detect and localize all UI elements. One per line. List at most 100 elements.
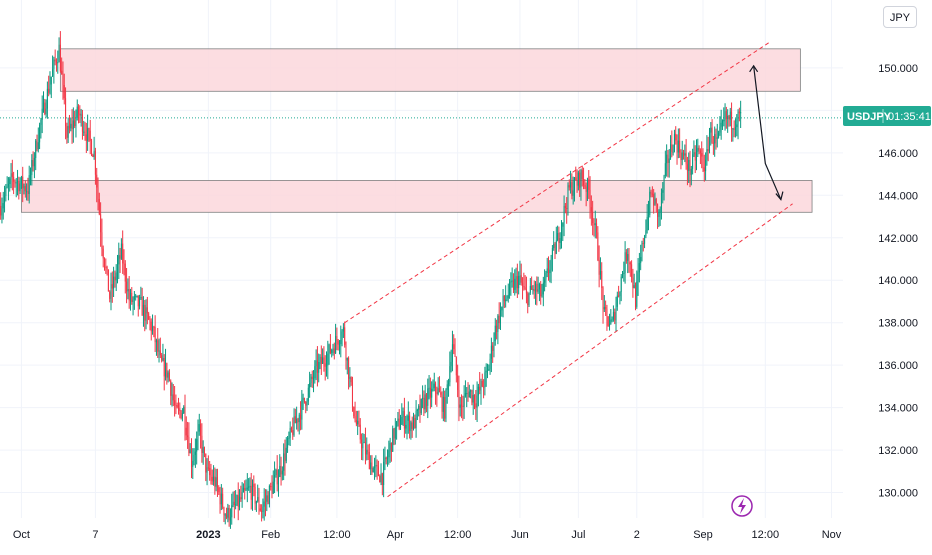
candle-body	[605, 307, 607, 309]
candle-body	[542, 282, 544, 295]
candle-body	[575, 177, 577, 181]
candle-body	[731, 111, 733, 129]
candle-body	[638, 263, 640, 273]
candle-body	[390, 442, 392, 452]
candle-body	[680, 152, 682, 160]
candle-body	[210, 475, 212, 477]
candle-body	[442, 396, 444, 412]
candle-body	[372, 467, 374, 473]
candle-body	[313, 378, 315, 380]
candle-body	[407, 415, 409, 421]
candle-body	[61, 70, 63, 75]
price-tag-bg	[843, 106, 931, 126]
candle-body	[511, 280, 513, 282]
candle-body	[484, 372, 486, 388]
candle-body	[177, 407, 180, 409]
candle-body	[693, 152, 695, 155]
candle-body	[332, 348, 334, 350]
time-axis[interactable]: Oct 7 2023 Feb 12:00 Apr 12:00 Jun Jul 2 Sep 12:00 N…	[13, 529, 842, 541]
candle-body	[457, 375, 459, 390]
candle-body	[106, 266, 108, 270]
candle-body	[71, 123, 73, 130]
candle-body	[279, 465, 281, 477]
candle-body	[381, 473, 383, 485]
y-tick-label: 132.000	[878, 445, 918, 457]
candle-body	[468, 391, 470, 398]
candle-body	[544, 279, 546, 283]
candle-body	[162, 357, 164, 361]
candle-body	[716, 137, 718, 139]
candle-body	[668, 158, 670, 163]
candle-body	[461, 404, 463, 406]
projection-arrow-head-start	[749, 64, 759, 73]
candle-body	[662, 190, 664, 193]
candle-body	[345, 344, 347, 361]
candle-body	[140, 297, 142, 299]
candle-body	[201, 435, 203, 453]
candle-body	[85, 134, 87, 141]
candle-body	[607, 316, 609, 326]
candle-body	[733, 128, 735, 130]
candle-body	[707, 149, 709, 152]
candle-body	[538, 284, 540, 290]
candle-body	[344, 327, 346, 345]
candle-body	[550, 259, 552, 270]
candle-body	[259, 508, 261, 511]
candle-body	[102, 248, 104, 259]
candle-body	[690, 168, 692, 175]
candle-body	[383, 461, 385, 485]
candle-body	[172, 394, 174, 401]
candle-body	[311, 376, 313, 380]
candle-body	[723, 120, 725, 122]
x-tick-label: 12:00	[752, 529, 780, 541]
candle-body	[280, 465, 282, 475]
candle-body	[499, 310, 501, 324]
candle-body	[588, 179, 590, 190]
price-axis[interactable]: 130.000 132.000 134.000 136.000 138.000 140.0…	[878, 63, 918, 500]
x-tick-label: 12:00	[323, 529, 351, 541]
candle-body	[249, 485, 251, 487]
candle-body	[322, 357, 324, 364]
candle-body	[701, 153, 703, 157]
candle-body	[472, 395, 474, 403]
candle-body	[351, 382, 353, 407]
lightning-icon[interactable]	[731, 495, 753, 517]
candle-body	[58, 44, 60, 62]
candle-body	[516, 276, 518, 289]
currency-label[interactable]: JPY	[883, 6, 917, 28]
candle-body	[100, 214, 102, 233]
candle-body	[611, 319, 613, 321]
candle-body	[53, 59, 55, 70]
candle-body	[554, 243, 556, 254]
candle-body	[0, 205, 2, 216]
candle-body	[547, 268, 550, 274]
candle-body	[524, 287, 526, 290]
x-tick-label: Jun	[511, 529, 529, 541]
candle-body	[267, 495, 269, 504]
candle-body	[261, 510, 263, 513]
candle-body	[610, 319, 612, 325]
candle-body	[645, 230, 647, 237]
candle-body	[720, 122, 722, 127]
candle-body	[594, 223, 596, 226]
projection-arrow	[749, 64, 784, 201]
candle-body	[246, 487, 248, 490]
candle-body	[736, 124, 738, 128]
candle-body	[97, 187, 99, 199]
candle-body	[290, 428, 292, 431]
candle-body	[362, 443, 364, 449]
candle-body	[519, 275, 521, 277]
candle-body	[706, 149, 708, 160]
candle-body	[577, 172, 579, 186]
candle-body	[174, 400, 176, 406]
candle-body	[158, 350, 160, 352]
candle-body	[189, 449, 191, 454]
candle-body	[734, 127, 736, 130]
candle-body	[603, 307, 605, 310]
candle-body	[633, 285, 635, 288]
candle-body	[196, 438, 198, 452]
candle-body	[354, 416, 356, 421]
candle-body	[57, 61, 59, 64]
